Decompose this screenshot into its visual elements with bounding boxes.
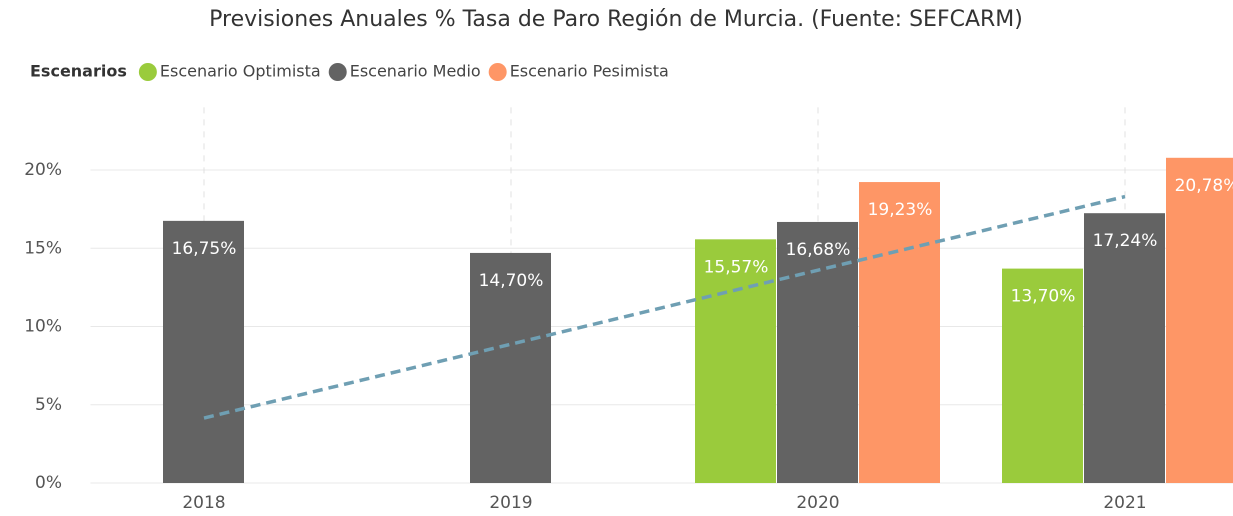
bar [859, 182, 940, 483]
bar [1166, 157, 1233, 483]
x-tick-label: 2021 [1103, 493, 1146, 513]
x-tick-label: 2019 [489, 493, 532, 513]
trend-line [203, 194, 1126, 420]
bar [1084, 213, 1165, 483]
bar [777, 221, 858, 483]
data-label: 17,24% [1093, 231, 1158, 251]
bar [470, 252, 551, 483]
y-tick-label: 10% [24, 317, 62, 337]
x-tick-label: 2020 [796, 493, 839, 513]
legend-swatch [138, 63, 157, 81]
y-tick-label: 15% [24, 238, 62, 258]
data-label: 20,78% [1175, 176, 1233, 196]
y-tick-label: 20% [24, 160, 62, 180]
legend-label: Escenario Medio [350, 62, 481, 81]
legend-swatch [488, 63, 507, 81]
data-label: 16,75% [172, 239, 237, 259]
legend-label: Escenario Optimista [160, 62, 321, 81]
data-label: 16,68% [786, 240, 851, 260]
data-label: 13,70% [1011, 287, 1076, 307]
legend-title: Escenarios [30, 62, 127, 81]
legend-swatch [328, 63, 347, 81]
data-label: 15,57% [704, 257, 769, 277]
x-tick-label: 2018 [182, 493, 225, 513]
bar [163, 220, 244, 484]
data-label: 19,23% [868, 200, 933, 220]
legend-label: Escenario Pesimista [510, 62, 669, 81]
bar [1002, 268, 1083, 483]
y-tick-label: 0% [35, 473, 62, 493]
y-tick-label: 5% [35, 395, 62, 415]
chart-title: Previsiones Anuales % Tasa de Paro Regió… [209, 7, 1023, 32]
data-label: 14,70% [479, 271, 544, 291]
bar [695, 239, 776, 483]
